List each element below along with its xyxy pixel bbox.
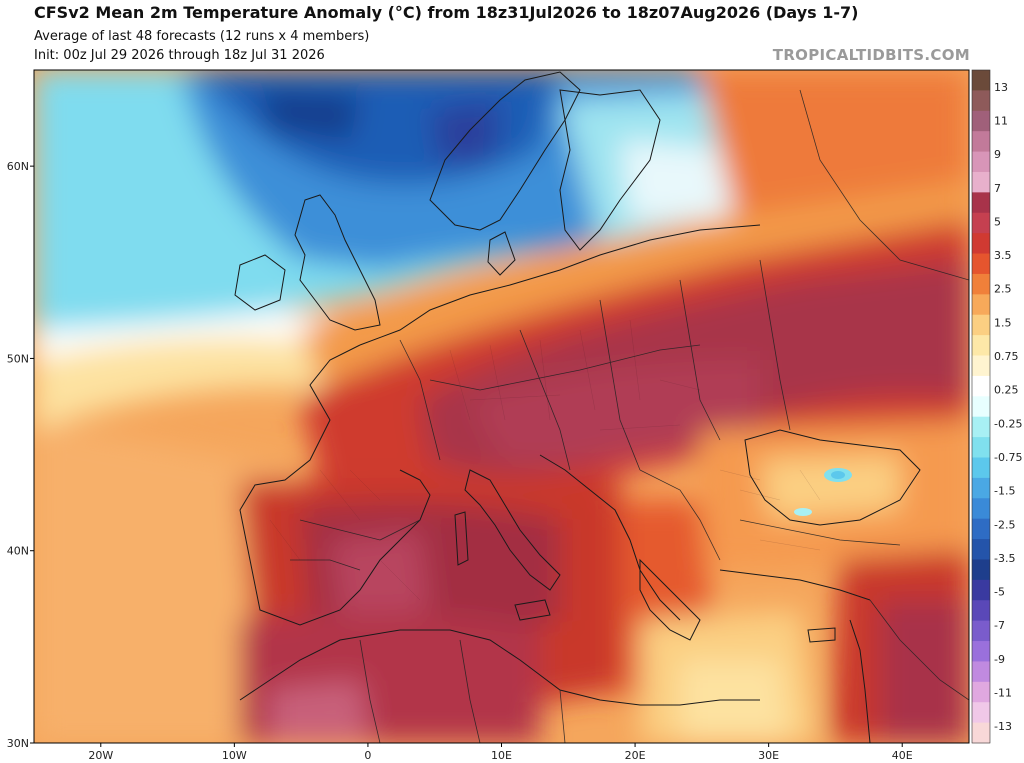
colorbar-label: -7: [994, 619, 1005, 632]
country-borders: [290, 89, 969, 743]
colorbar-swatch: [972, 416, 990, 438]
colorbar-swatch: [972, 294, 990, 316]
lon-tick-label: 20W: [88, 749, 113, 762]
colorbar-swatch: [972, 314, 990, 336]
colorbar-label: -5: [994, 586, 1005, 599]
colorbar-label: -1.5: [994, 485, 1015, 498]
colorbar-label: -3.5: [994, 552, 1015, 565]
colorbar-swatch: [972, 131, 990, 153]
colorbar-swatch: [972, 70, 990, 91]
lon-tick-label: 10E: [491, 749, 512, 762]
colorbar-swatch: [972, 335, 990, 357]
colorbar-swatch: [972, 539, 990, 560]
colorbar-label: -11: [994, 687, 1012, 700]
lon-tick-label: 20E: [625, 749, 646, 762]
colorbar-swatch: [972, 253, 990, 275]
anomaly-field: [34, 70, 969, 743]
colorbar-swatch: [972, 375, 990, 397]
colorbar-swatch: [972, 681, 990, 703]
lat-tick-label: 50N: [7, 352, 29, 365]
colorbar-label: -0.75: [994, 451, 1022, 464]
colorbar-swatch: [972, 90, 990, 112]
colorbar-swatch: [972, 192, 990, 214]
colorbar: 13 11 9 7 5 3.5 2.5 1.5 0.75 0.25 -0.25 -0.75 -1.5 -2…: [971, 69, 1022, 744]
colorbar-swatch: [972, 702, 990, 724]
lat-tick-label: 40N: [7, 545, 29, 558]
colorbar-swatch: [972, 579, 990, 601]
colorbar-swatch: [972, 110, 990, 132]
colorbar-label: 2.5: [994, 283, 1012, 296]
colorbar-label: 11: [994, 114, 1008, 127]
colorbar-swatch: [972, 620, 990, 642]
colorbar-label: 3.5: [994, 249, 1012, 262]
colorbar-swatch: [972, 355, 990, 377]
colorbar-swatch: [972, 661, 990, 683]
colorbar-swatch: [972, 437, 990, 458]
init-info: Init: 00z Jul 29 2026 through 18z Jul 31…: [34, 48, 325, 63]
colorbar-swatch: [972, 151, 990, 173]
colorbar-swatch: [972, 518, 990, 540]
lat-tick-label: 30N: [7, 737, 29, 750]
chart-header: CFSv2 Mean 2m Temperature Anomaly (°C) f…: [0, 0, 1024, 70]
lon-tick-label: 10W: [222, 749, 247, 762]
colorbar-swatch: [972, 457, 990, 479]
latitude-axis: 60N 50N 40N 30N: [7, 160, 34, 750]
colorbar-label: -9: [994, 653, 1005, 666]
lon-tick-label: 30E: [758, 749, 779, 762]
lat-tick-label: 60N: [7, 160, 29, 173]
colorbar-swatch: [972, 722, 990, 744]
colorbar-label: 0.75: [994, 350, 1019, 363]
colorbar-swatch: [972, 600, 990, 622]
chart-title: CFSv2 Mean 2m Temperature Anomaly (°C) f…: [34, 3, 859, 22]
colorbar-label: 7: [994, 182, 1001, 195]
colorbar-label: -2.5: [994, 518, 1015, 531]
chart-subtitle: Average of last 48 forecasts (12 runs x …: [34, 29, 370, 44]
colorbar-swatch: [972, 212, 990, 234]
colorbar-label: 13: [994, 81, 1008, 94]
colorbar-label: 1.5: [994, 316, 1012, 329]
colorbar-swatch: [972, 273, 990, 295]
colorbar-frame: [971, 69, 991, 744]
lon-tick-label: 40E: [892, 749, 913, 762]
colorbar-swatch: [972, 171, 990, 193]
colorbar-swatch: [972, 559, 990, 581]
colorbar-label: -13: [994, 720, 1012, 733]
colorbar-label: -0.25: [994, 417, 1022, 430]
colorbar-label: 9: [994, 148, 1001, 161]
colorbar-swatch: [972, 233, 990, 255]
colorbar-swatch: [972, 396, 990, 418]
colorbar-label: 5: [994, 215, 1001, 228]
colorbar-swatch: [972, 641, 990, 662]
colorbar-swatch: [972, 498, 990, 520]
longitude-axis: 20W 10W 0 10E 20E 30E 40E: [88, 743, 913, 762]
lon-tick-label: 0: [364, 749, 371, 762]
colorbar-swatch: [972, 477, 990, 499]
brand-watermark: TROPICALTIDBITS.COM: [772, 46, 970, 64]
colorbar-label: 0.25: [994, 384, 1019, 397]
